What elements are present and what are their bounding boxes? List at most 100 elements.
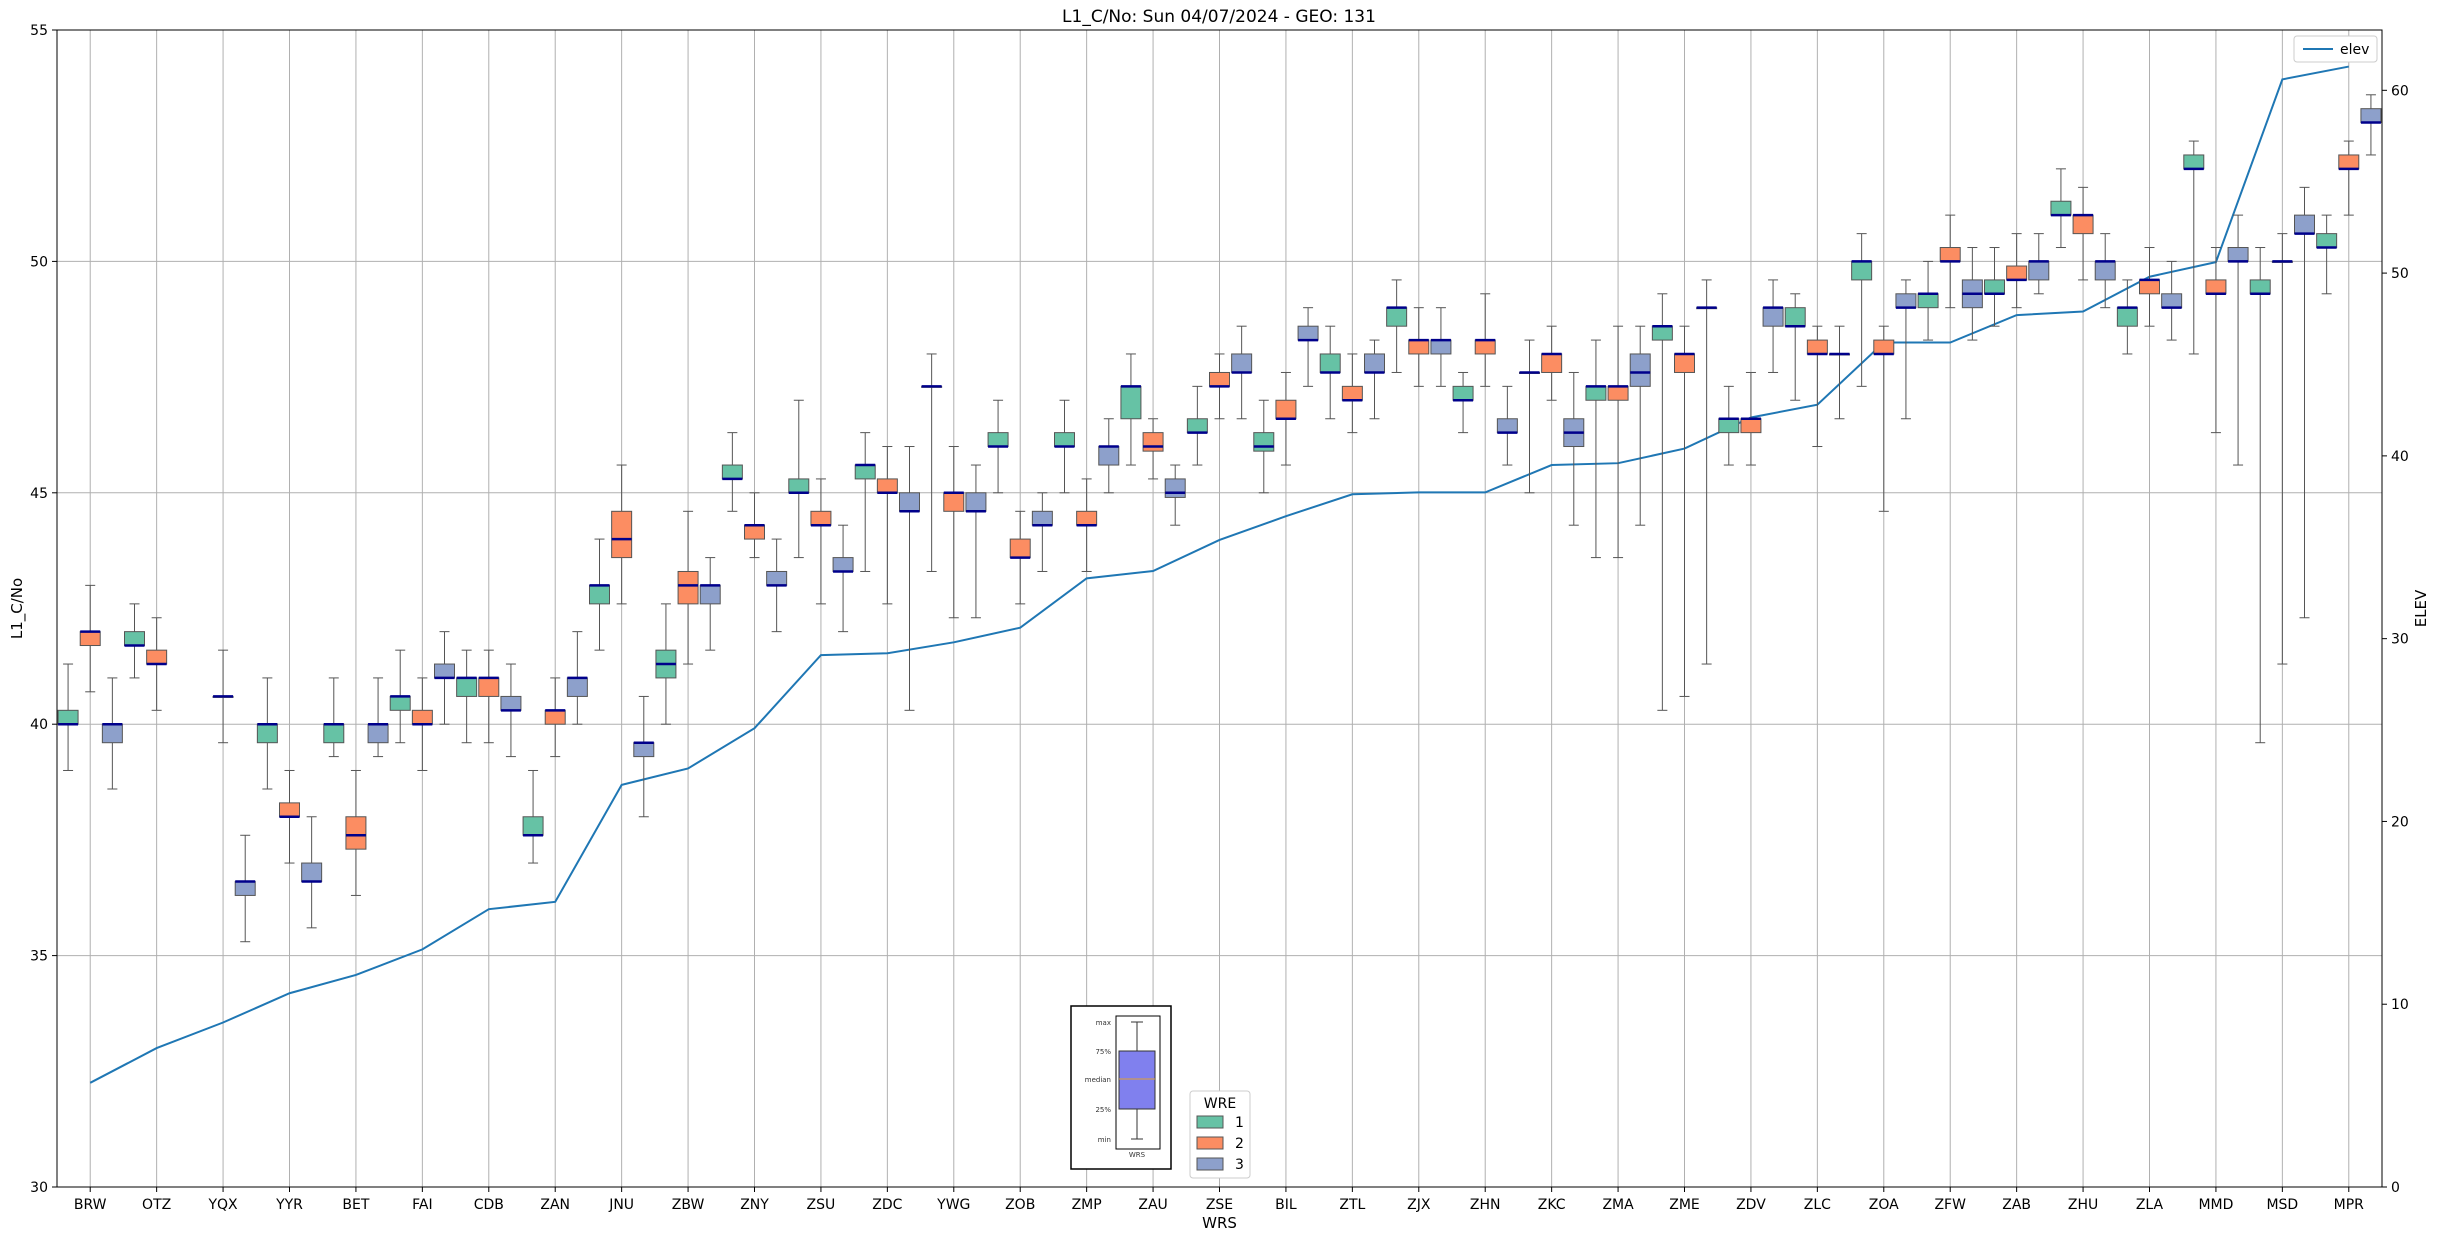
y2-tick-label: 30 [2391,632,2409,648]
x-tick-label: ZSU [807,1197,836,1213]
box-zme-wre2 [1674,325,1695,697]
box-body [854,464,876,480]
box-body [1364,353,1385,373]
box-body [721,464,743,480]
box-zhu-wre1 [2050,168,2072,249]
x-tick-label: FAI [412,1197,432,1213]
box-body [766,570,788,586]
box-otz-wre2 [146,617,168,711]
box-body [810,510,832,526]
box-body [566,677,588,697]
x-tick-label: ZDC [872,1197,902,1213]
x-tick-label: YYR [275,1197,303,1213]
box-yqx-wre2 [212,649,234,744]
box-bet-wre2 [345,769,367,896]
box-zmp-wre3 [1098,418,1120,494]
box-zlc-wre2 [1806,325,1828,448]
box-cdb-wre2 [478,649,500,744]
box-body [1541,353,1563,373]
wre-legend: WRE 1 2 3 [1189,1090,1251,1179]
box-body [2116,307,2138,327]
x-tick-label: ZHN [1470,1197,1501,1213]
box-body [2139,279,2160,295]
box-zny-wre3 [766,538,788,633]
box-body [1474,339,1496,355]
box-bet-wre1 [323,677,345,758]
x-tick-label: ZNY [740,1197,769,1213]
box-body [1851,260,1873,281]
box-body [79,631,101,647]
box-bil-wre1 [1253,399,1275,494]
box-zab-wre1 [1984,247,2005,327]
box-zdc-wre1 [854,432,876,572]
x-tick-label: ZLA [2136,1197,2164,1213]
box-brw-wre1 [57,663,79,771]
box-zlc-wre1 [1784,293,1806,401]
box-body [943,492,965,512]
box-zjx-wre2 [1408,307,1430,387]
box-body [2094,260,2116,281]
box-zoa-wre2 [1873,325,1895,512]
box-zmp-wre1 [1054,399,1075,494]
box-body [101,723,123,744]
elev-legend: elev [2293,35,2378,63]
box-body [2338,154,2360,170]
box-zme-wre3 [1696,279,1718,665]
box-body [1984,279,2005,295]
box-body [1297,325,1319,341]
box-yyr-wre1 [256,677,278,790]
box-mpr-wre3 [2360,94,2382,156]
box-body [345,816,367,850]
box-msd-wre3 [2294,186,2315,619]
box-zkc-wre1 [1519,339,1540,494]
x-axis-label: WRS [1202,1214,1237,1232]
x-tick-label: OTZ [142,1197,171,1213]
box-body [1386,307,1408,327]
box-zfw-wre3 [1961,247,1983,341]
box-mmd-wre3 [2227,214,2249,466]
x-tick-label: ZAB [2002,1197,2031,1213]
box-zdv-wre1 [1718,385,1740,466]
box-body [1054,432,1075,448]
box-body [124,631,145,647]
x-tick-label: CDB [474,1197,504,1213]
box-body [1740,418,1762,434]
box-body [1231,353,1253,373]
box-zdv-wre2 [1740,371,1762,466]
box-body [522,816,544,836]
box-zjx-wre1 [1386,279,1408,373]
box-body [1076,510,1098,526]
box-ywg-wre3 [965,464,987,619]
box-key-label: max [1096,1019,1111,1027]
x-tick-label: ZTL [1339,1197,1365,1213]
wre-legend-swatch [1196,1136,1224,1150]
box-zhu-wre2 [2072,186,2094,281]
box-zbw-wre3 [699,557,721,651]
box-body [1253,432,1275,452]
box-body [1873,339,1895,355]
box-body [411,709,433,725]
box-zoa-wre3 [1895,279,1917,420]
x-tick-label: JNU [608,1197,634,1213]
box-body [2028,260,2050,281]
box-zlc-wre3 [1829,325,1850,420]
box-body [1784,307,1806,327]
box-body [1718,418,1740,434]
box-zma-wre1 [1585,339,1607,559]
box-body [1585,385,1607,401]
wre-legend-label: 2 [1235,1136,1244,1152]
x-tick-label: ZOB [1005,1197,1035,1213]
box-bet-wre3 [367,677,389,758]
box-zla-wre1 [2116,279,2138,355]
box-body [1496,418,1518,434]
box-zsu-wre1 [788,399,810,559]
box-body [323,723,345,744]
box-brw-wre3 [101,677,123,790]
box-key-label: 75% [1095,1048,1111,1056]
box-body [2205,279,2227,295]
box-body [589,584,610,605]
box-zny-wre2 [744,492,765,559]
box-zau-wre3 [1164,464,1186,526]
box-body [965,492,987,512]
